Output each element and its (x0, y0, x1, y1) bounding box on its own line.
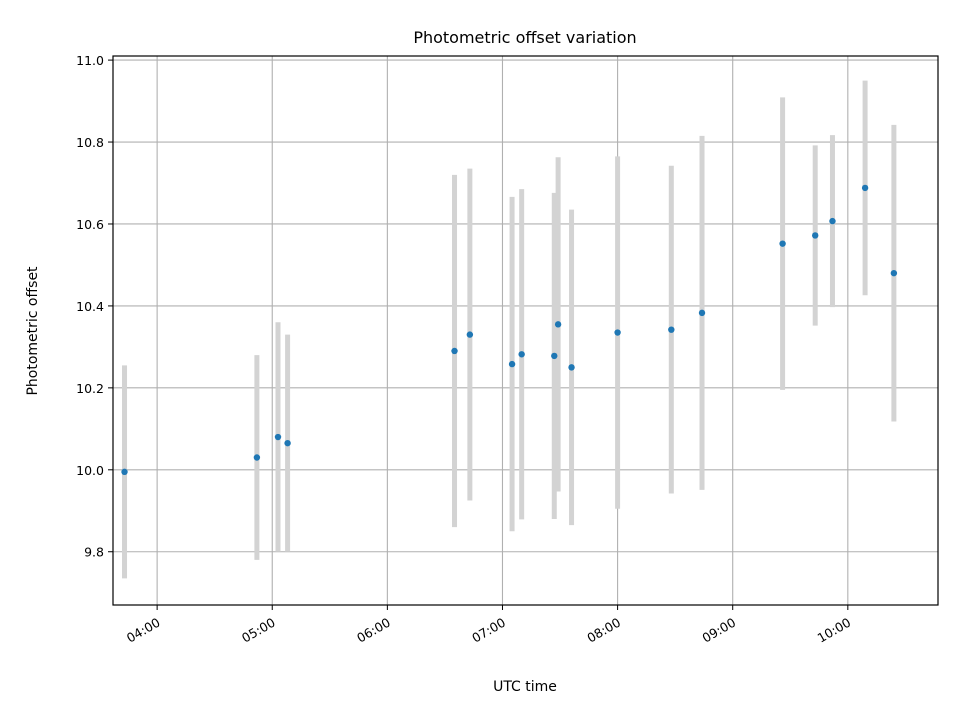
y-tick-label: 10.0 (76, 463, 104, 478)
data-point (568, 364, 575, 371)
data-point (668, 326, 675, 333)
plot-frame (112, 55, 939, 606)
y-tick-label: 11.0 (76, 53, 104, 68)
data-point (121, 468, 128, 476)
y-tick-label: 10.6 (76, 217, 104, 232)
data-point (698, 309, 706, 317)
data-point (274, 433, 282, 441)
data-point (284, 439, 291, 447)
data-point (779, 240, 786, 247)
data-point (829, 217, 836, 225)
data-point (551, 352, 558, 360)
y-tick-label: 10.2 (76, 381, 104, 396)
y-tick-label: 10.4 (76, 299, 104, 314)
chart-title: Photometric offset variation (413, 28, 636, 47)
y-axis-label: Photometric offset (25, 266, 41, 396)
y-tick-label: 10.8 (76, 135, 104, 150)
data-point (466, 331, 474, 338)
data-point (451, 347, 458, 355)
data-point (861, 184, 869, 192)
data-point (253, 454, 261, 461)
data-point (812, 232, 819, 239)
data-points (121, 184, 898, 476)
x-axis-label: UTC time (493, 679, 557, 695)
data-point (614, 329, 621, 336)
data-point (518, 351, 525, 358)
y-tick-label: 9.8 (84, 545, 104, 560)
data-point (508, 360, 516, 368)
data-point (890, 269, 898, 277)
data-point (554, 321, 562, 328)
y-axis: 9.8 10.0 10.2 10.4 10.6 10.8 11.0 (76, 53, 113, 560)
